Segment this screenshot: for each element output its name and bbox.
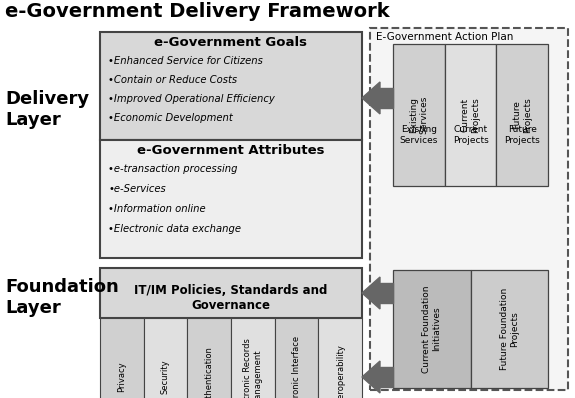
- Bar: [380, 283, 393, 303]
- Bar: [393, 44, 444, 186]
- Text: •Contain or Reduce Costs: •Contain or Reduce Costs: [108, 75, 237, 85]
- Text: Current
Projects: Current Projects: [453, 125, 488, 145]
- Text: Authentication: Authentication: [205, 346, 214, 398]
- Polygon shape: [362, 361, 380, 393]
- Text: Current Foundation
Initiatives: Current Foundation Initiatives: [422, 285, 442, 373]
- Text: •Enhanced Service for Citizens: •Enhanced Service for Citizens: [108, 56, 263, 66]
- Text: •Improved Operational Efficiency: •Improved Operational Efficiency: [108, 94, 275, 104]
- Text: Electronic Records
Management: Electronic Records Management: [243, 338, 263, 398]
- Text: e-Government Delivery Framework: e-Government Delivery Framework: [5, 2, 390, 21]
- Text: Foundation
Layer: Foundation Layer: [5, 278, 119, 317]
- Bar: [380, 88, 393, 108]
- Bar: [100, 140, 362, 258]
- Text: e-Government Goals: e-Government Goals: [155, 36, 308, 49]
- Bar: [100, 32, 362, 140]
- Text: Future
Projects: Future Projects: [504, 125, 540, 145]
- Text: e-Government Attributes: e-Government Attributes: [137, 144, 325, 157]
- Text: Future
Projects: Future Projects: [512, 97, 532, 133]
- Text: •e-transaction processing: •e-transaction processing: [108, 164, 237, 174]
- Text: Privacy: Privacy: [117, 362, 126, 392]
- Text: •e-Services: •e-Services: [108, 184, 166, 194]
- Bar: [231, 318, 275, 398]
- Bar: [470, 270, 548, 388]
- Text: Current
Projects: Current Projects: [461, 97, 480, 133]
- Bar: [144, 318, 187, 398]
- Text: Interoperability: Interoperability: [336, 345, 344, 398]
- Bar: [100, 318, 144, 398]
- Bar: [100, 268, 362, 318]
- Text: E-Government Action Plan: E-Government Action Plan: [376, 32, 513, 42]
- Bar: [319, 318, 362, 398]
- Text: •Information online: •Information online: [108, 204, 206, 214]
- Text: •Economic Development: •Economic Development: [108, 113, 233, 123]
- Text: Future Foundation
Projects: Future Foundation Projects: [500, 288, 519, 370]
- Text: Security: Security: [161, 360, 170, 394]
- Polygon shape: [362, 277, 380, 309]
- Bar: [444, 44, 496, 186]
- Bar: [393, 270, 470, 388]
- Text: Electronic Interface: Electronic Interface: [292, 336, 301, 398]
- Bar: [370, 28, 568, 390]
- Bar: [380, 367, 393, 387]
- Text: Existing
Services: Existing Services: [409, 96, 428, 134]
- Polygon shape: [362, 82, 380, 114]
- Bar: [187, 318, 231, 398]
- Bar: [275, 318, 319, 398]
- Text: IT/IM Policies, Standards and
Governance: IT/IM Policies, Standards and Governance: [135, 284, 328, 312]
- Text: •Electronic data exchange: •Electronic data exchange: [108, 224, 241, 234]
- Text: Existing
Services: Existing Services: [400, 125, 438, 145]
- Text: Delivery
Layer: Delivery Layer: [5, 90, 89, 129]
- Bar: [496, 44, 548, 186]
